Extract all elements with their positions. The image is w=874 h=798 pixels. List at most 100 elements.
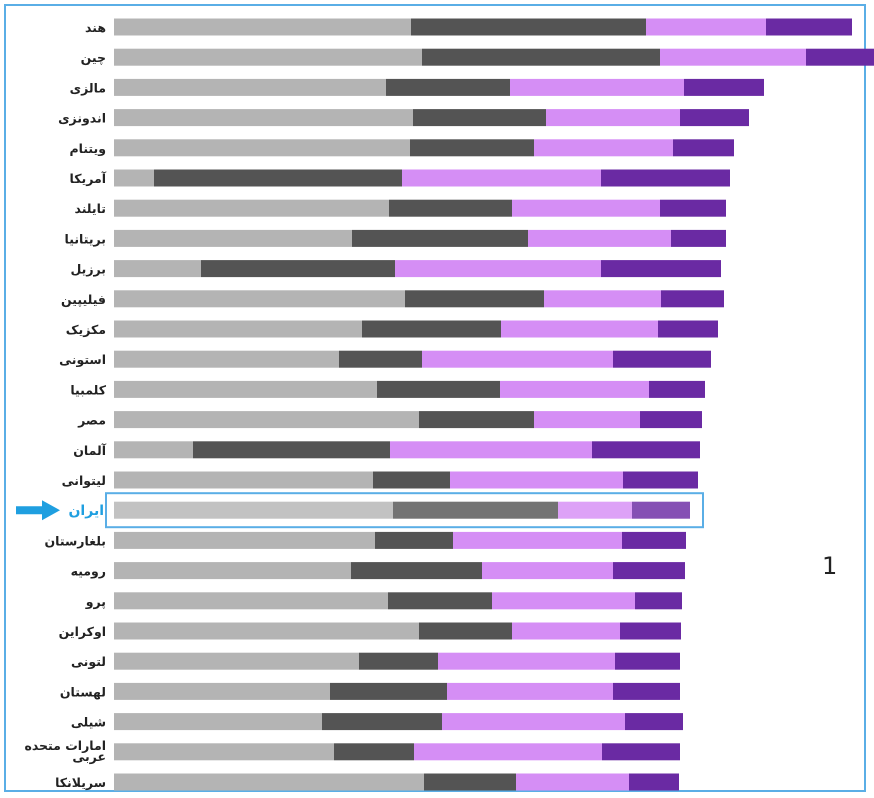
bar-segment bbox=[601, 260, 721, 278]
bar-segment bbox=[623, 471, 698, 489]
bar-segment bbox=[114, 139, 410, 157]
bar-segment bbox=[114, 622, 419, 640]
bar-segment bbox=[544, 290, 661, 308]
category-label: اوکراین bbox=[59, 624, 106, 639]
bar-segment bbox=[492, 592, 635, 610]
category-label: کلمبیا bbox=[70, 382, 106, 397]
bar-segment bbox=[613, 682, 680, 700]
category-label: فیلیپین bbox=[61, 292, 106, 307]
bar-segment bbox=[806, 48, 874, 66]
bar-segment bbox=[330, 682, 447, 700]
bar-segment bbox=[114, 350, 339, 368]
category-label: چین bbox=[81, 50, 106, 65]
bar-segment bbox=[373, 471, 450, 489]
category-label: مکزیک bbox=[66, 322, 106, 337]
bar-segment bbox=[395, 260, 601, 278]
category-label: رومیه bbox=[71, 564, 106, 579]
bar-segment bbox=[114, 773, 424, 791]
bar-segment bbox=[419, 622, 512, 640]
bar-segment bbox=[114, 592, 388, 610]
bar-segment bbox=[114, 501, 393, 519]
bar-segment bbox=[114, 411, 419, 429]
bar-segment bbox=[114, 109, 413, 127]
bar-segment bbox=[501, 320, 658, 338]
bar-segment bbox=[114, 743, 334, 761]
category-label: ایران bbox=[68, 503, 104, 519]
bar-segment bbox=[114, 471, 373, 489]
category-label: لهستان bbox=[60, 684, 106, 699]
bar-segment bbox=[201, 260, 395, 278]
bar-segment bbox=[622, 531, 686, 549]
category-label: آمریکا bbox=[70, 171, 107, 186]
bar-segment bbox=[620, 622, 681, 640]
bar-segment bbox=[447, 682, 613, 700]
highlight-arrow-icon bbox=[16, 500, 60, 521]
bar-segment bbox=[405, 290, 544, 308]
bar-segment bbox=[114, 531, 375, 549]
bar-segment bbox=[512, 199, 660, 217]
category-label: مصر bbox=[77, 413, 106, 428]
bar-segment bbox=[660, 199, 726, 217]
bar-segment bbox=[649, 380, 705, 398]
bar-segment bbox=[114, 48, 422, 66]
bar-segment bbox=[640, 411, 702, 429]
category-label: لیتوانی bbox=[62, 473, 106, 488]
bar-segment bbox=[193, 441, 390, 459]
bar-segment bbox=[613, 350, 711, 368]
category-label: سریلانکا bbox=[55, 775, 106, 790]
bar-segment bbox=[450, 471, 623, 489]
category-label: لتونی bbox=[71, 654, 106, 669]
bar-segment bbox=[114, 290, 405, 308]
bar-segment bbox=[422, 350, 613, 368]
bar-segment bbox=[546, 109, 680, 127]
bar-segment bbox=[362, 320, 501, 338]
bar-segment bbox=[512, 622, 620, 640]
bar-segment bbox=[413, 109, 546, 127]
bar-segment bbox=[660, 48, 806, 66]
bar-segment bbox=[680, 109, 749, 127]
bar-segment bbox=[351, 562, 482, 580]
bar-segment bbox=[114, 260, 201, 278]
bar-segment bbox=[114, 713, 322, 731]
bar-segment bbox=[390, 441, 592, 459]
bar-segment bbox=[632, 501, 690, 519]
bar-segment bbox=[388, 592, 492, 610]
bar-segment bbox=[114, 199, 389, 217]
category-label: بریتانیا bbox=[65, 231, 106, 246]
bar-segment bbox=[359, 652, 438, 670]
bar-segment bbox=[534, 139, 673, 157]
bar-segment bbox=[154, 169, 402, 187]
bar-segment bbox=[482, 562, 613, 580]
bar-segment bbox=[402, 169, 601, 187]
bar-segment bbox=[453, 531, 622, 549]
category-label: تایلند bbox=[74, 201, 106, 216]
bar-segment bbox=[339, 350, 422, 368]
category-label: پرو bbox=[85, 594, 106, 609]
bar-segment bbox=[424, 773, 516, 791]
bar-segment bbox=[613, 562, 685, 580]
bar-segment bbox=[386, 78, 510, 96]
bar-segment bbox=[411, 18, 646, 36]
bar-segment bbox=[334, 743, 414, 761]
bar-segment bbox=[114, 682, 330, 700]
bar-segment bbox=[438, 652, 615, 670]
bar-segment bbox=[114, 169, 154, 187]
bar-segment bbox=[393, 501, 558, 519]
category-label: شیلی bbox=[71, 715, 106, 730]
bar-segment bbox=[615, 652, 680, 670]
bar-segment bbox=[592, 441, 700, 459]
chart-frame bbox=[4, 4, 866, 792]
bar-segment bbox=[114, 441, 193, 459]
bar-segment bbox=[625, 713, 683, 731]
bar-segment bbox=[658, 320, 718, 338]
bar-segment bbox=[414, 743, 602, 761]
bar-segment bbox=[375, 531, 453, 549]
category-label: بلغارستان bbox=[45, 533, 107, 548]
bar-segment bbox=[510, 78, 684, 96]
bar-segment bbox=[377, 380, 500, 398]
bar-segment bbox=[422, 48, 660, 66]
bar-segment bbox=[602, 743, 680, 761]
bar-segment bbox=[534, 411, 640, 429]
bar-segment bbox=[114, 229, 352, 247]
